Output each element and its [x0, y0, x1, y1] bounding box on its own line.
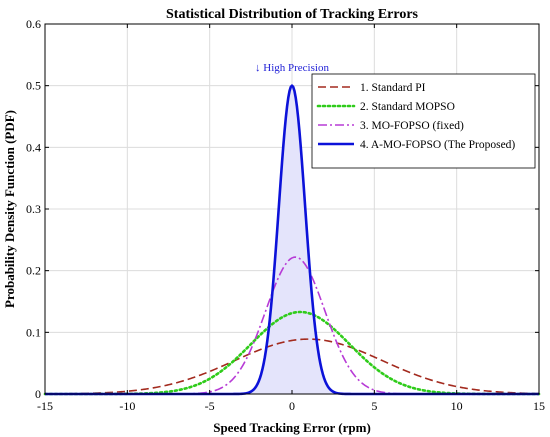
high-precision-annotation: ↓ High Precision	[255, 62, 329, 74]
x-tick-label: -15	[37, 399, 53, 413]
fill-area	[45, 85, 539, 395]
y-tick-label: 0.6	[26, 17, 41, 31]
y-tick-label: 0.3	[26, 202, 41, 216]
x-tick-label: 15	[533, 399, 545, 413]
y-tick-label: 0.2	[26, 264, 41, 278]
y-tick-label: 0	[35, 387, 41, 401]
axis-ticks: -15 -10 -5 0 5 10 15 0 0.1 0.2 0.3 0.4 0.5 0.6	[26, 17, 545, 413]
series-fill-4-a-mo-fopso-the-proposed	[45, 85, 539, 395]
legend: 1. Standard PI 2. Standard MOPSO 3. MO-FOP…	[311, 73, 536, 169]
x-tick-label: 5	[371, 399, 377, 413]
y-axis-label: Probability Density Function (PDF)	[2, 110, 17, 308]
legend-label-4-a-mo-fopso-the-proposed: 4. A-MO-FOPSO (The Proposed)	[360, 139, 515, 151]
x-tick-label: -5	[205, 399, 215, 413]
legend-label-2-standard-mopso: 2. Standard MOPSO	[360, 101, 455, 113]
legend-box	[311, 73, 536, 169]
legend-label-3-mo-fopso-fixed: 3. MO-FOPSO (fixed)	[360, 120, 464, 132]
y-tick-label: 0.5	[26, 79, 41, 93]
legend-items: 1. Standard PI 2. Standard MOPSO 3. MO-FOP…	[316, 82, 515, 151]
x-tick-label: 10	[451, 399, 463, 413]
chart-title: Statistical Distribution of Tracking Err…	[166, 7, 419, 22]
y-tick-label: 0.1	[26, 325, 41, 339]
x-tick-label: 0	[289, 399, 295, 413]
x-axis-label: Speed Tracking Error (rpm)	[213, 420, 371, 435]
x-tick-label: -10	[119, 399, 135, 413]
y-tick-label: 0.4	[26, 140, 41, 154]
legend-label-1-standard-pi: 1. Standard PI	[360, 82, 426, 94]
series-line-1-standard-pi	[45, 338, 540, 395]
